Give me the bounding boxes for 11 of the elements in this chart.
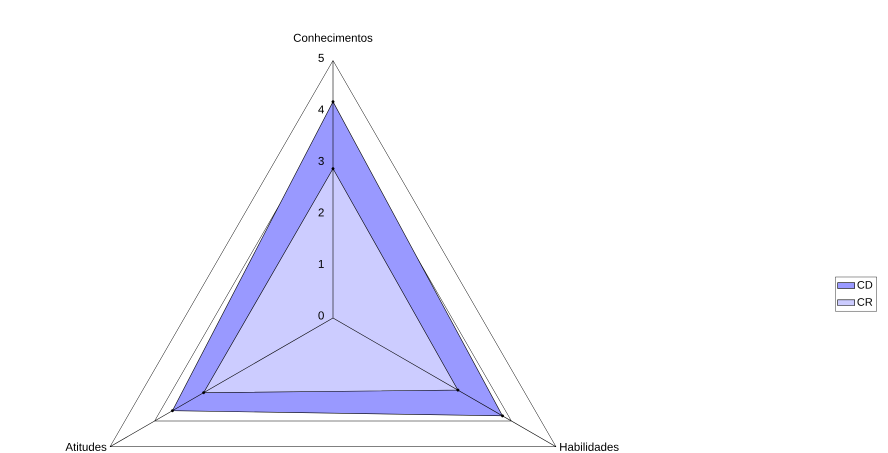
y-tick-label: 0 — [318, 311, 324, 320]
spoke-label: Habilidades — [560, 442, 619, 451]
spoke-label: Atitudes — [65, 442, 106, 451]
y-tick-label: 2 — [318, 208, 324, 216]
spoke-label: Conhecimentos — [294, 33, 372, 42]
y-tick-label: 1 — [318, 260, 324, 268]
y-tick-label: 3 — [318, 156, 324, 165]
y-tick-label: 5 — [318, 54, 324, 62]
legend-label: CR — [857, 298, 872, 306]
legend-label: CD — [857, 280, 872, 289]
y-tick-label: 4 — [318, 105, 324, 114]
